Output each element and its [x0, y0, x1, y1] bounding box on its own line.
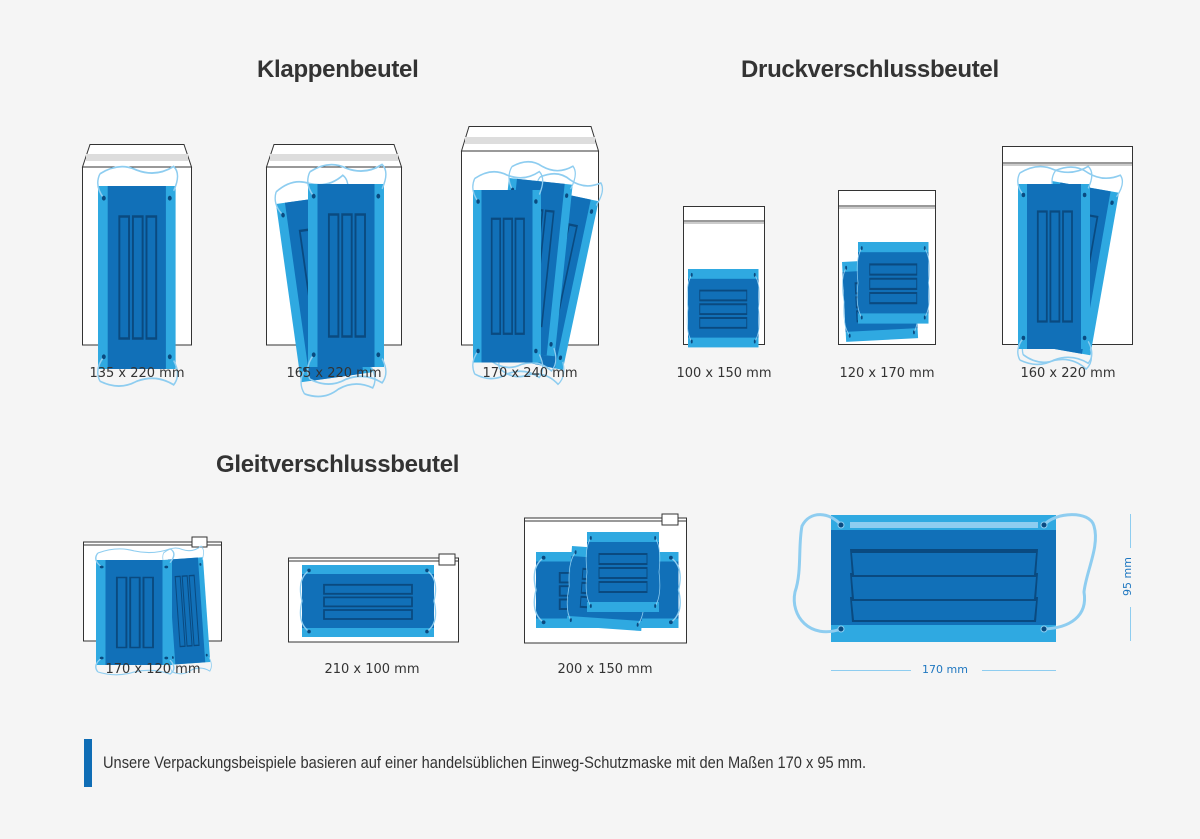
slider-bag-illustration [288, 553, 459, 647]
flap-bag-icon [265, 144, 403, 401]
slider-bag-icon [524, 513, 687, 644]
bag-size-label: 170 x 240 mm [482, 366, 578, 381]
flap-bag-icon [460, 126, 606, 388]
bag-size-label: 120 x 170 mm [839, 366, 935, 381]
zip-bag-illustration [838, 190, 936, 350]
zip-bag-icon [683, 206, 765, 349]
bag-size-label: 170 x 120 mm [105, 662, 201, 677]
reference-mask-illustration [790, 512, 1110, 651]
bag-size-label: 200 x 150 mm [557, 662, 653, 677]
zip-bag-icon [838, 190, 936, 345]
slider-bag-illustration [524, 513, 687, 648]
height-dimension-line-top [1130, 514, 1131, 548]
face-mask-icon [792, 513, 1097, 642]
bag-size-label: 210 x 100 mm [324, 662, 420, 677]
note-accent-bar [84, 739, 92, 787]
bag-size-label: 135 x 220 mm [89, 366, 185, 381]
section-title-gleitverschlussbeutel: Gleitverschlussbeutel [216, 451, 460, 478]
flap-bag-illustration [265, 144, 403, 401]
width-dimension-label: 170 mm [922, 663, 968, 676]
slider-bag-illustration [83, 536, 222, 676]
section-title-druckverschlussbeutel: Druckverschlussbeutel [741, 56, 999, 83]
zip-bag-illustration [1002, 146, 1133, 372]
flap-bag-icon [81, 144, 193, 388]
width-dimension-line-left [831, 670, 911, 671]
footnote-text: Unsere Verpackungsbeispiele basieren auf… [103, 753, 867, 772]
flap-bag-illustration [460, 126, 606, 388]
slider-bag-icon [83, 536, 222, 676]
zip-bag-icon [1002, 146, 1133, 372]
height-dimension-label: 95 mm [1120, 557, 1134, 596]
zip-bag-illustration [683, 206, 765, 350]
height-dimension-line-bottom [1130, 607, 1131, 641]
bag-size-label: 165 x 220 mm [286, 366, 382, 381]
section-title-klappenbeutel: Klappenbeutel [257, 56, 419, 83]
flap-bag-illustration [81, 144, 193, 388]
slider-bag-icon [288, 553, 459, 643]
bag-size-label: 100 x 150 mm [676, 366, 772, 381]
bag-size-label: 160 x 220 mm [1020, 366, 1116, 381]
width-dimension-line-right [982, 670, 1056, 671]
